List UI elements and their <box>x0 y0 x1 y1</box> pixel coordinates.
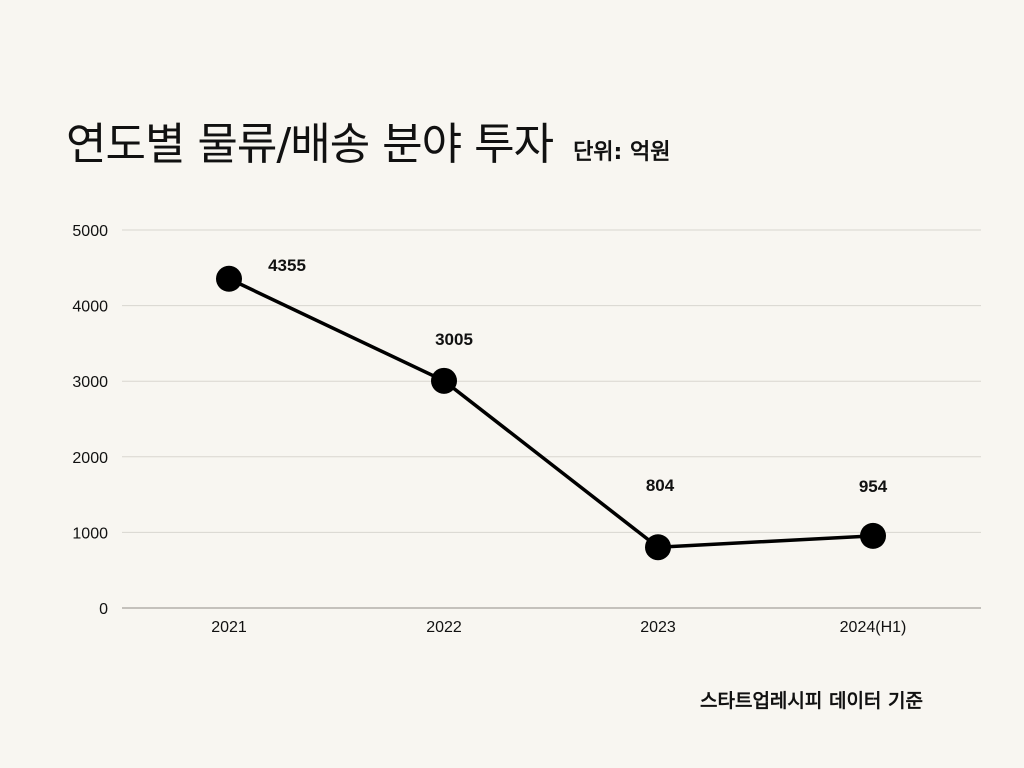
source-note: 스타트업레시피 데이터 기준 <box>700 690 923 712</box>
x-tick-label: 2022 <box>426 619 462 636</box>
series-line <box>228 277 874 549</box>
y-tick-label: 3000 <box>72 374 108 391</box>
unit-label: 단위: 억원 <box>573 140 671 165</box>
x-tick-labels: 2021 2022 2023 2024(H1) <box>211 619 906 636</box>
data-label: 4355 <box>268 256 306 275</box>
data-point <box>645 534 671 561</box>
y-tick-label: 4000 <box>72 299 108 316</box>
data-labels: 4355 3005 804 954 <box>268 256 888 496</box>
data-points <box>216 265 886 561</box>
y-tick-label: 0 <box>99 601 108 618</box>
y-tick-label: 5000 <box>72 223 108 240</box>
data-point <box>431 367 457 394</box>
title-row: 연도별 물류/배송 분야 투자 단위: 억원 <box>66 108 670 172</box>
x-tick-label: 2021 <box>211 619 247 636</box>
x-tick-label: 2024(H1) <box>840 619 907 636</box>
data-label: 3005 <box>435 330 473 349</box>
data-point <box>860 522 886 549</box>
data-label: 954 <box>859 477 888 496</box>
y-tick-label: 1000 <box>72 525 108 542</box>
series-line-path <box>228 277 874 549</box>
chart-title: 연도별 물류/배송 분야 투자 <box>66 119 554 170</box>
x-tick-label: 2023 <box>640 619 676 636</box>
y-tick-labels: 0 1000 2000 3000 4000 5000 <box>72 223 108 618</box>
gridlines <box>122 229 981 609</box>
data-label: 804 <box>646 476 675 495</box>
y-tick-label: 2000 <box>72 450 108 467</box>
data-point <box>216 265 242 292</box>
